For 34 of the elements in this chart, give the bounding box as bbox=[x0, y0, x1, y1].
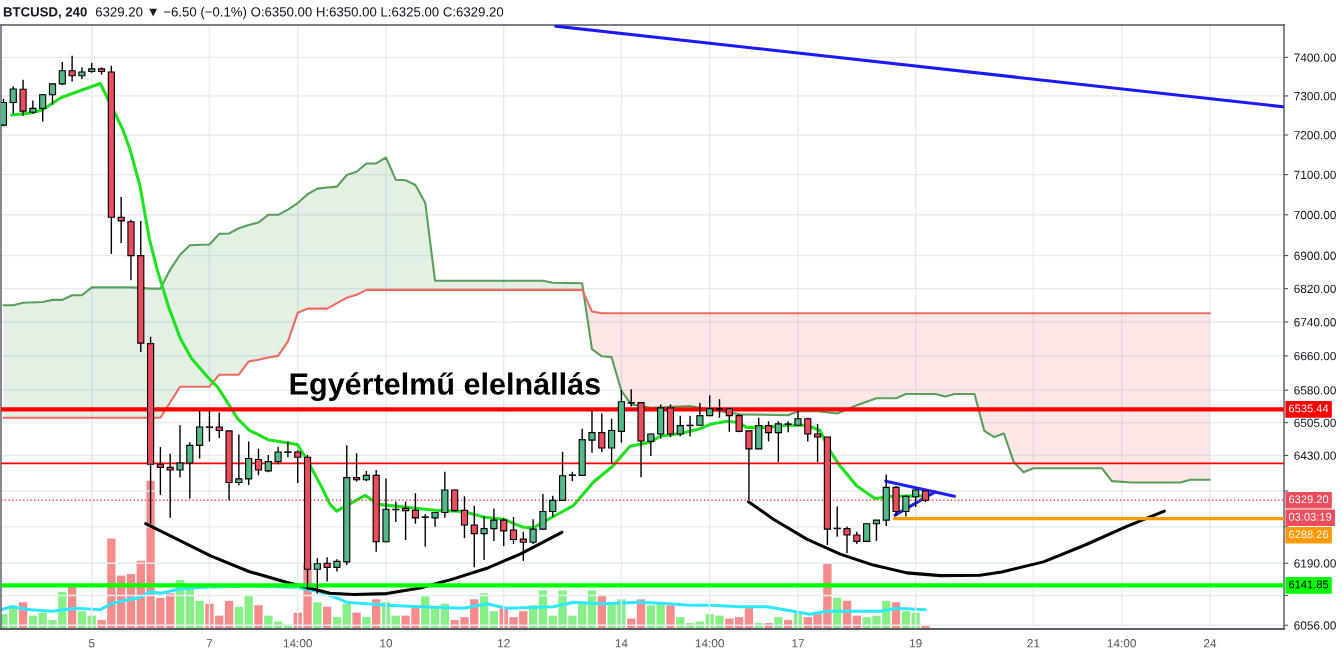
y-tick-label: 6430.00 bbox=[1294, 451, 1336, 460]
x-tick-label: 19 bbox=[910, 639, 922, 648]
ref-line-label: 6535.44 bbox=[1289, 404, 1329, 413]
y-tick-label: 7000.00 bbox=[1294, 210, 1336, 220]
chart-title: BTCUSD, 240 bbox=[3, 7, 87, 19]
x-tick-label: 5 bbox=[88, 639, 95, 648]
x-tick-label: 24 bbox=[1203, 639, 1217, 648]
y-tick-label: 6900.00 bbox=[1294, 251, 1336, 260]
y-tick-label: 7200.00 bbox=[1294, 131, 1336, 140]
data-label: 6288.26 bbox=[1289, 530, 1329, 539]
x-tick-label: 14:00 bbox=[1107, 639, 1136, 648]
y-tick-label: 6740.00 bbox=[1294, 318, 1336, 327]
y-tick-label: 7400.00 bbox=[1294, 53, 1336, 62]
x-tick-label: 14:00 bbox=[283, 639, 313, 648]
y-tick-label: 6660.00 bbox=[1294, 351, 1336, 361]
y-tick-label: 6505.00 bbox=[1294, 418, 1336, 427]
x-tick-label: 14 bbox=[615, 639, 628, 648]
y-tick-label: 7100.00 bbox=[1294, 170, 1336, 180]
x-tick-label: 17 bbox=[792, 639, 804, 648]
y-tick-label: 6580.00 bbox=[1294, 386, 1336, 395]
ref-line-label: 6329.20 bbox=[1289, 495, 1329, 504]
y-tick-label: 6820.00 bbox=[1294, 284, 1336, 294]
annotation: Egyértelmű elelnállás bbox=[290, 372, 600, 402]
x-tick-label: 7 bbox=[206, 639, 213, 648]
x-tick-label: 12 bbox=[498, 639, 510, 648]
x-tick-label: 10 bbox=[380, 639, 393, 648]
x-tick-label: 21 bbox=[1027, 639, 1040, 648]
text: 03:03:19 bbox=[1288, 512, 1332, 521]
y-tick-label: 7300.00 bbox=[1294, 91, 1336, 101]
y-tick-label: 6190.00 bbox=[1294, 559, 1336, 568]
chart-subtitle: 6329.20 ▼ −6.50 (−0.1%) O:6350.00 H:6350.00 L:6325.00 C:6329.20 bbox=[95, 6, 504, 20]
x-tick-label: 14:00 bbox=[695, 639, 724, 648]
y-tick-label: 6056.00 bbox=[1294, 621, 1336, 630]
ref-line-label: 6141.85 bbox=[1289, 580, 1329, 589]
